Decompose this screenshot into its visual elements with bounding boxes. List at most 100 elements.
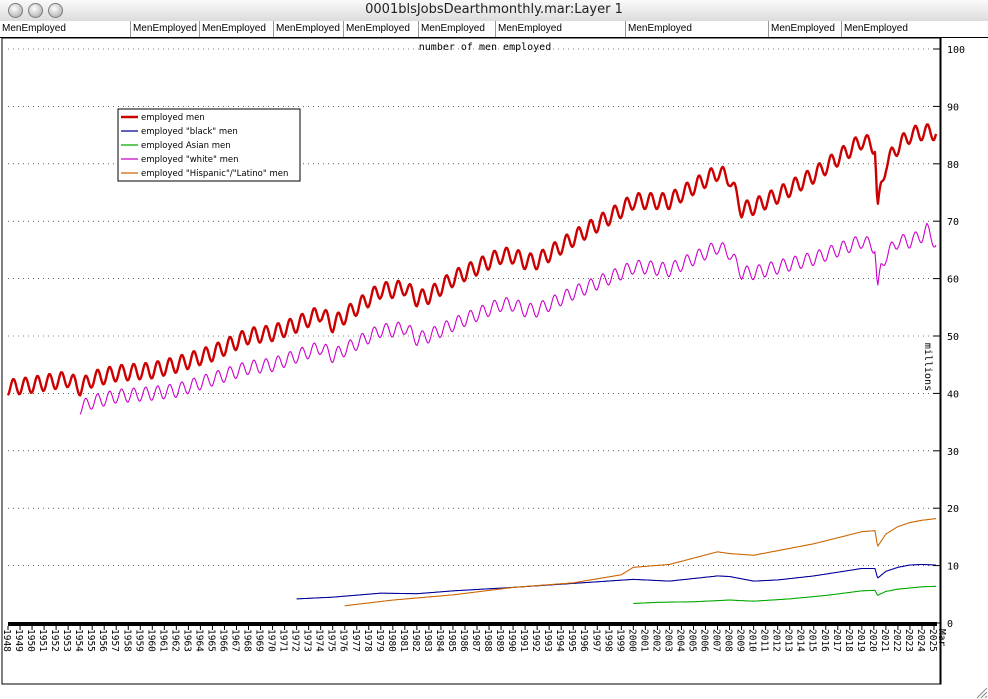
x-tick-label: 1979 [374, 629, 385, 652]
x-tick-label: 1953 [61, 629, 72, 652]
header-tab[interactable]: MenEmployed [625, 21, 698, 37]
y-tick-label: 40 [947, 389, 959, 400]
y-tick-label: 70 [947, 217, 959, 228]
y-tick-label: 60 [947, 275, 959, 286]
x-tick-label: 2007 [711, 629, 722, 652]
legend-label-men: employed men [141, 113, 205, 123]
header-tab[interactable]: MenEmployed [495, 21, 572, 37]
chart-title: number of men employed [419, 42, 551, 53]
title-bar[interactable]: 0001blsJobsDearthmonthly.mar:Layer 1 [0, 0, 988, 22]
x-tick-label: 1971 [278, 629, 289, 652]
x-tick-label: 2004 [674, 629, 685, 652]
header-tab[interactable]: MenEmployed [768, 21, 843, 37]
x-tick-label: 2020 [867, 629, 878, 652]
x-tick-label: 1949 [13, 629, 24, 652]
series-line-men [6, 123, 938, 397]
header-tab[interactable]: MenEmployed [130, 21, 201, 37]
x-tick-label: 1960 [145, 629, 156, 652]
x-tick-label-month: Mar [936, 629, 947, 646]
x-tick-label: 1975 [326, 629, 337, 652]
x-tick-label: 1982 [410, 629, 421, 652]
x-tick-label: 1997 [590, 629, 601, 652]
series-line-black [296, 563, 936, 600]
x-tick-label: 1958 [121, 629, 132, 652]
y-tick-label: 0 [947, 619, 953, 630]
x-tick-label: 1973 [302, 629, 313, 652]
y-tick-label: 30 [947, 447, 959, 458]
x-tick-label: 2018 [843, 629, 854, 652]
zoom-window-icon[interactable] [48, 3, 63, 18]
x-tick-label: 1991 [518, 629, 529, 652]
header-tab[interactable]: MenEmployed [273, 21, 344, 37]
x-tick-label: 2001 [638, 629, 649, 652]
x-tick-label: 1978 [362, 629, 373, 652]
x-tick-label: 1948 [1, 629, 12, 652]
x-tick-label: 2024 [915, 629, 926, 652]
header-tab[interactable]: MenEmployed [2, 23, 66, 34]
legend-box [117, 108, 301, 182]
x-tick-label: 1993 [542, 629, 553, 652]
x-tick-label: 2017 [831, 629, 842, 652]
x-tick-label: 1974 [314, 629, 325, 652]
x-tick-label: 2010 [747, 629, 758, 652]
series-line-asian [633, 585, 936, 605]
legend-label-white: employed "white" men [141, 155, 239, 165]
x-tick-label: 1980 [386, 629, 397, 652]
x-tick-label: 1952 [49, 629, 60, 652]
x-tick-label: 1968 [242, 629, 253, 652]
resize-grip-icon[interactable] [974, 685, 988, 699]
x-tick-label: 1956 [97, 629, 108, 652]
x-tick-label: 1966 [217, 629, 228, 652]
header-tab[interactable]: MenEmployed [199, 21, 274, 37]
x-tick-label: 1954 [73, 629, 84, 652]
x-tick-label: 2000 [626, 629, 637, 652]
x-tick-label: 1951 [37, 629, 48, 652]
close-window-icon[interactable] [8, 3, 23, 18]
y-tick-label: 50 [947, 332, 959, 343]
x-tick-label: 1981 [398, 629, 409, 652]
x-tick-label: 1957 [109, 629, 120, 652]
series-header-strip: MenEmployed MenEmployed MenEmployed MenE… [0, 21, 988, 38]
legend-label-hispanic: employed "Hispanic"/"Latino" men [141, 169, 288, 179]
x-tick-label: 2008 [723, 629, 734, 652]
x-tick-label: 1996 [578, 629, 589, 652]
x-tick-label: 1999 [614, 629, 625, 652]
y-tick-label: 100 [947, 45, 965, 56]
x-tick-label: 1962 [169, 629, 180, 652]
x-tick-label: 2014 [795, 629, 806, 652]
x-tick-label: 2006 [699, 629, 710, 652]
header-tab[interactable]: MenEmployed [841, 21, 914, 37]
x-tick-label: 1976 [338, 629, 349, 652]
x-tick-label: 2019 [855, 629, 866, 652]
minimize-window-icon[interactable] [28, 3, 43, 18]
x-tick-label: 2009 [735, 629, 746, 652]
x-tick-label: 2005 [686, 629, 697, 652]
x-tick-label: 1969 [254, 629, 265, 652]
x-tick-label: 1983 [422, 629, 433, 652]
x-tick-label: 2025 [927, 629, 938, 652]
x-tick-label: 1961 [157, 629, 168, 652]
legend-label-black: employed "black" men [141, 127, 238, 137]
x-tick-label: 1972 [290, 629, 301, 652]
x-tick-label: 2021 [879, 629, 890, 652]
x-tick-label: 1989 [494, 629, 505, 652]
x-tick-label: 2015 [807, 629, 818, 652]
x-tick-label: 1988 [482, 629, 493, 652]
x-tick-label: 2016 [819, 629, 830, 652]
x-tick-label: 2011 [759, 629, 770, 652]
x-tick-label: 1994 [554, 629, 565, 652]
window-title: 0001blsJobsDearthmonthly.mar:Layer 1 [365, 2, 623, 17]
y-tick-label: 20 [947, 504, 959, 515]
header-tab[interactable]: MenEmployed [343, 21, 418, 37]
x-tick-label: 2003 [662, 629, 673, 652]
x-tick-label: 1995 [566, 629, 577, 652]
x-tick-label: 1992 [530, 629, 541, 652]
x-tick-label: 1964 [193, 629, 204, 652]
x-tick-label: 2023 [903, 629, 914, 652]
x-tick-label: 1965 [205, 629, 216, 652]
header-tab[interactable]: MenEmployed [418, 21, 497, 37]
y-tick-label: 80 [947, 160, 959, 171]
x-tick-label: 1950 [25, 629, 36, 652]
x-tick-label: 2013 [783, 629, 794, 652]
